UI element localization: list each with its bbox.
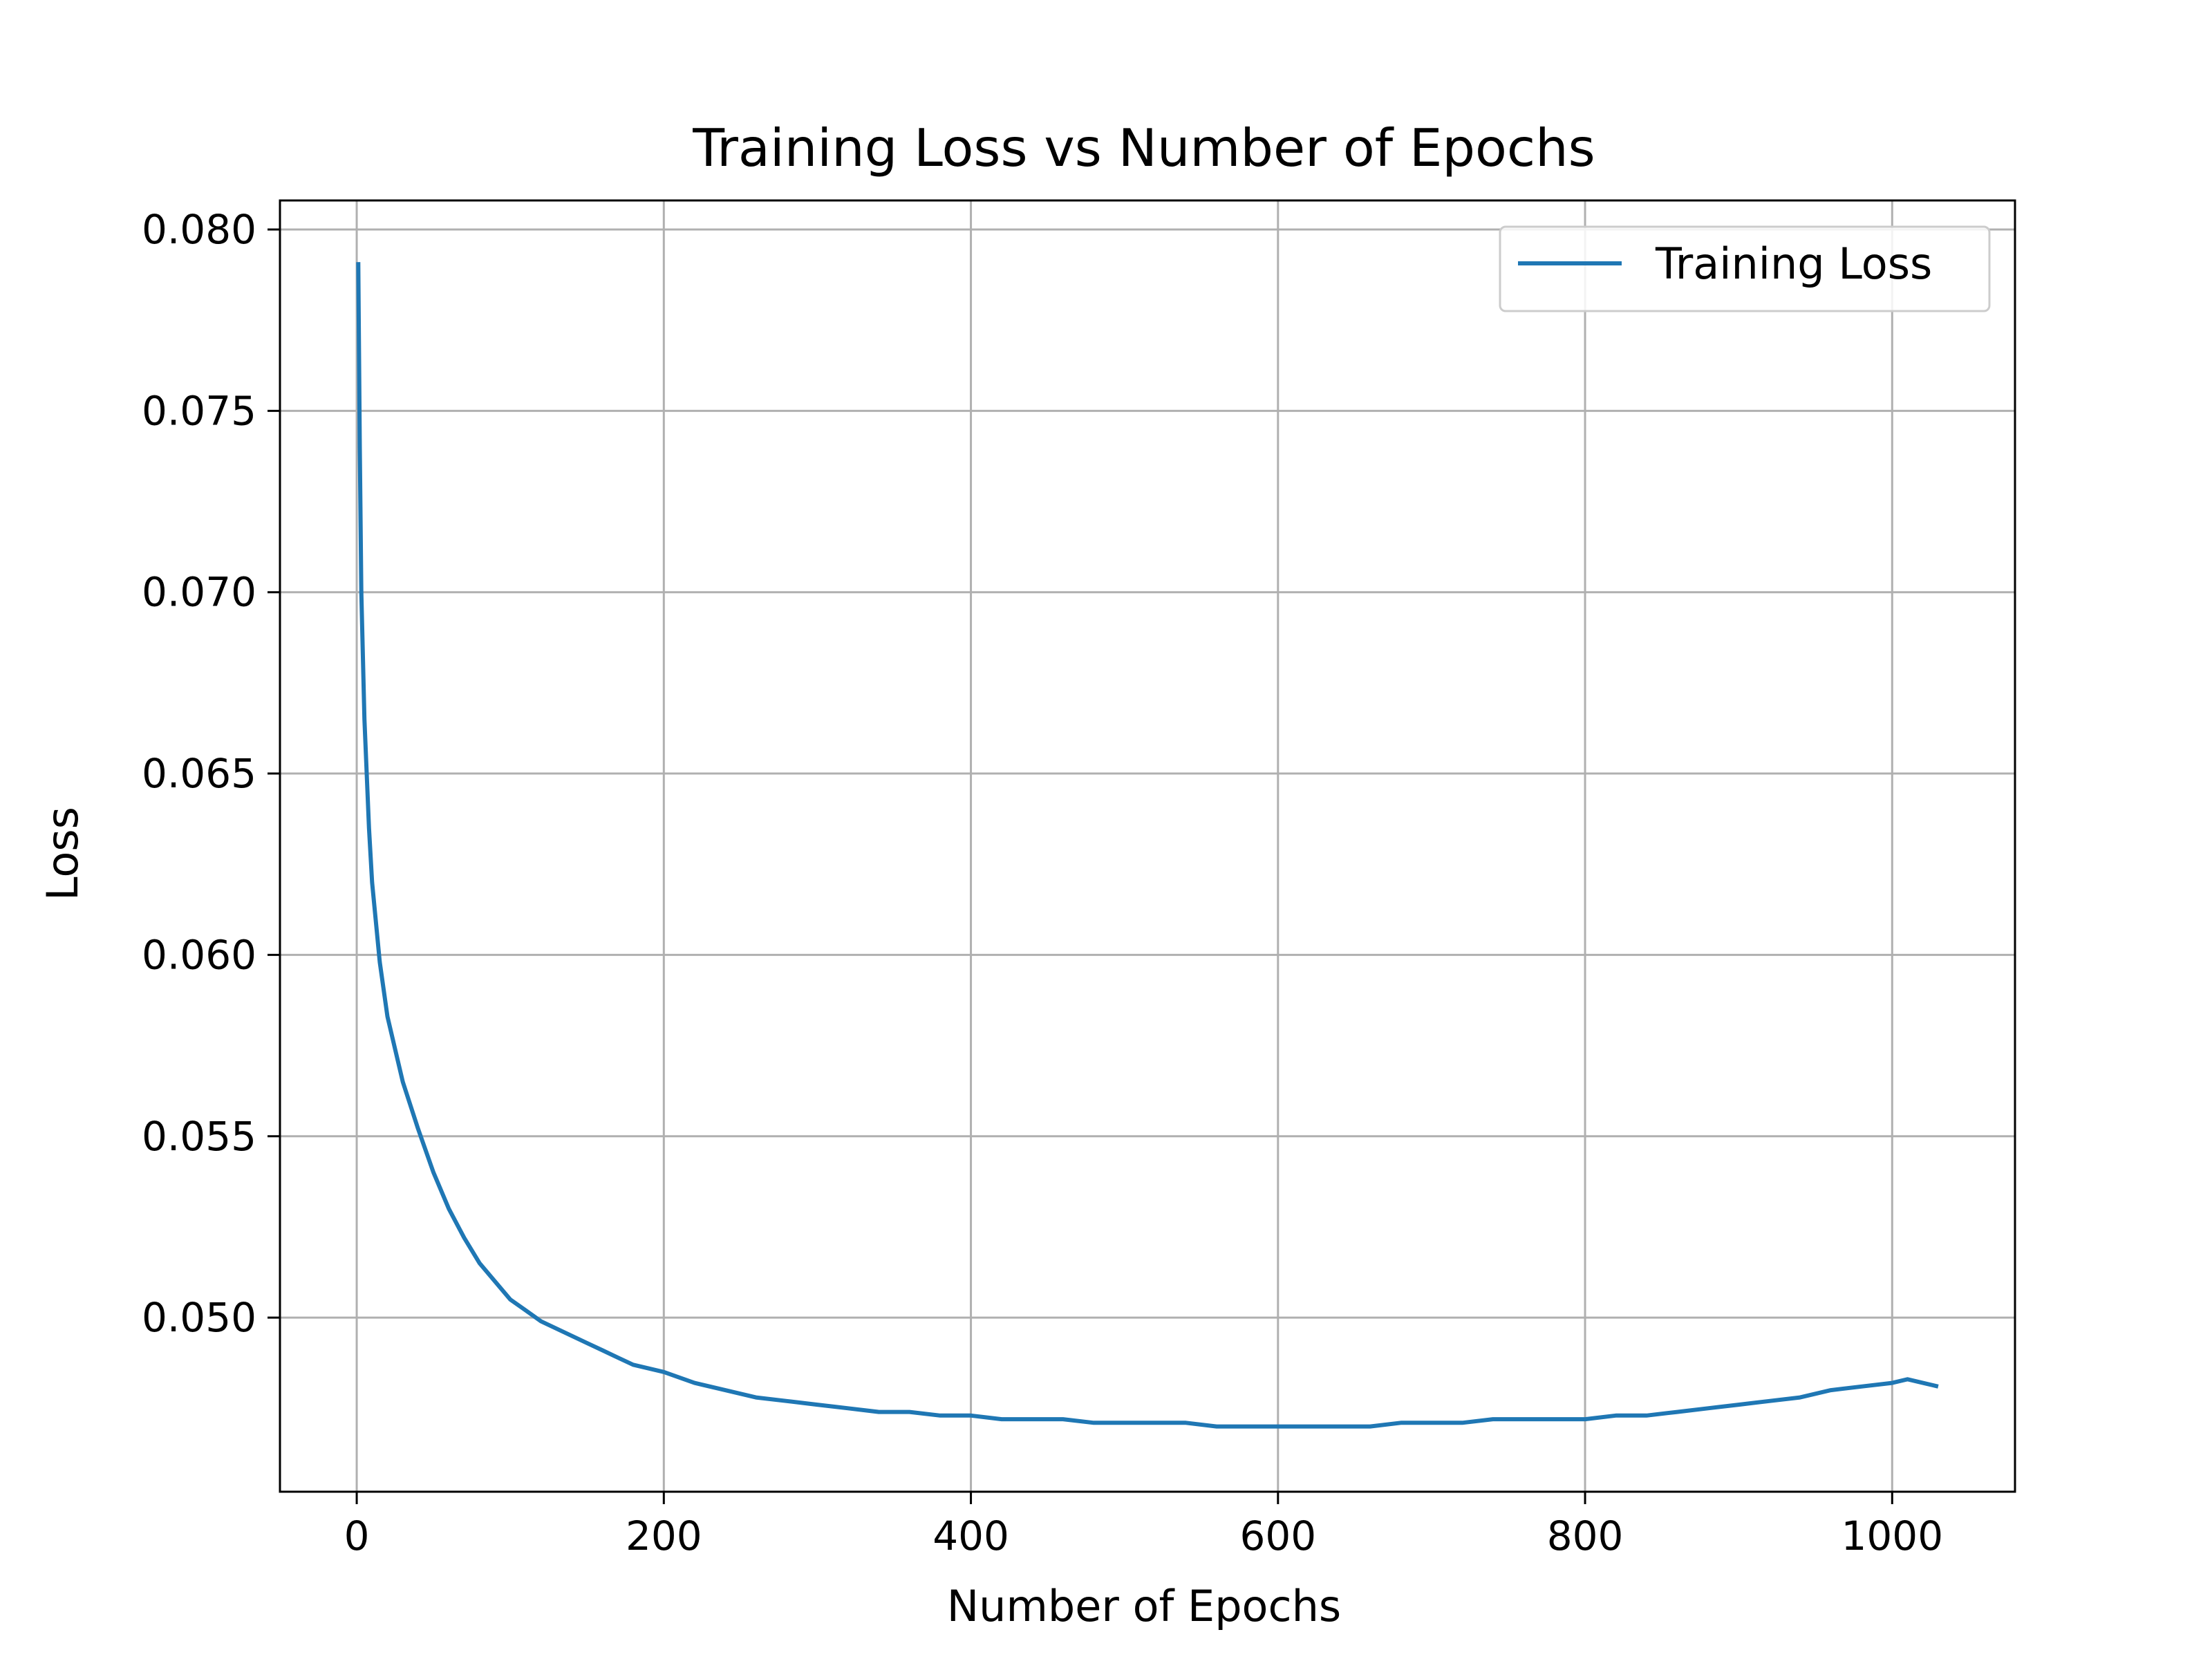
y-axis-label: Loss — [37, 807, 88, 901]
legend: Training Loss — [1499, 225, 1991, 312]
x-tick-label: 0 — [344, 1512, 370, 1559]
y-tick-label: 0.080 — [142, 206, 256, 253]
y-axis: 0.050 0.055 0.060 0.065 0.070 0.075 0.080 — [142, 206, 280, 1341]
y-tick-label: 0.075 — [142, 387, 256, 434]
x-tick-label: 800 — [1547, 1512, 1624, 1559]
y-tick-label: 0.065 — [142, 750, 256, 797]
y-tick-label: 0.060 — [142, 931, 256, 978]
x-tick-label: 1000 — [1841, 1512, 1943, 1559]
legend-label: Training Loss — [1655, 238, 1932, 289]
y-tick-label: 0.050 — [142, 1294, 256, 1341]
plot-frame — [279, 199, 2016, 1493]
series-line-training-loss — [356, 262, 1939, 1429]
y-tick-label: 0.055 — [142, 1113, 256, 1160]
line-layer — [356, 262, 1939, 1429]
x-tick-label: 400 — [932, 1512, 1009, 1559]
legend-box — [1499, 225, 1991, 312]
chart-title: Training Loss vs Number of Epochs — [692, 118, 1595, 178]
y-tick-label: 0.070 — [142, 569, 256, 616]
x-tick-label: 200 — [626, 1512, 702, 1559]
x-axis: 0 200 400 600 800 1000 — [344, 1492, 1943, 1559]
grid-lines — [280, 200, 2015, 1492]
x-axis-label: Number of Epochs — [947, 1581, 1341, 1631]
x-tick-label: 600 — [1239, 1512, 1316, 1559]
